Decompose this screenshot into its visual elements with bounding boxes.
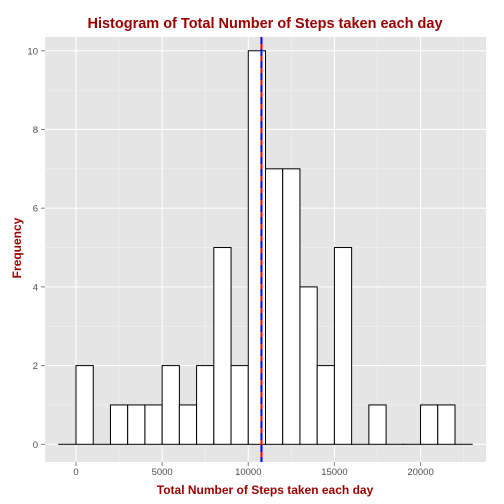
histogram-bar <box>299 286 318 445</box>
histogram-bar <box>75 365 94 445</box>
histogram-bar <box>368 404 387 445</box>
y-axis-ticks: 0 2 4 6 8 10 <box>27 46 45 451</box>
histogram-bar <box>282 168 301 445</box>
x-tick-label: 20000 <box>407 467 433 478</box>
histogram-bars <box>58 50 473 445</box>
histogram-bar <box>420 404 439 445</box>
x-axis-title: Total Number of Steps taken each day <box>157 483 374 497</box>
y-tick-label: 2 <box>33 361 38 372</box>
y-tick-label: 4 <box>33 282 38 293</box>
histogram-bar <box>213 247 232 445</box>
histogram-bar <box>109 404 129 445</box>
x-tick-label: 15000 <box>321 467 347 478</box>
y-tick-label: 6 <box>33 204 38 215</box>
histogram-bar <box>144 404 163 445</box>
histogram-bar <box>161 365 180 445</box>
y-tick-label: 10 <box>27 46 38 57</box>
histogram-bar <box>196 365 215 445</box>
histogram-bar <box>127 404 146 445</box>
x-axis-ticks: 0 5000 10000 15000 20000 <box>73 462 434 478</box>
x-tick-label: 0 <box>73 467 78 478</box>
histogram-bar <box>265 168 284 445</box>
y-axis-title: Frequency <box>10 217 24 278</box>
histogram-bar <box>178 404 198 445</box>
x-tick-label: 10000 <box>235 467 261 478</box>
histogram-bar <box>333 247 353 445</box>
histogram-bar <box>230 365 249 445</box>
y-tick-label: 8 <box>33 125 38 136</box>
histogram-bar <box>316 365 335 445</box>
y-tick-label: 0 <box>33 440 38 451</box>
histogram-bar <box>437 404 456 445</box>
histogram-bar <box>247 50 266 445</box>
chart-title: Histogram of Total Number of Steps taken… <box>87 16 442 32</box>
x-tick-label: 5000 <box>152 467 173 478</box>
